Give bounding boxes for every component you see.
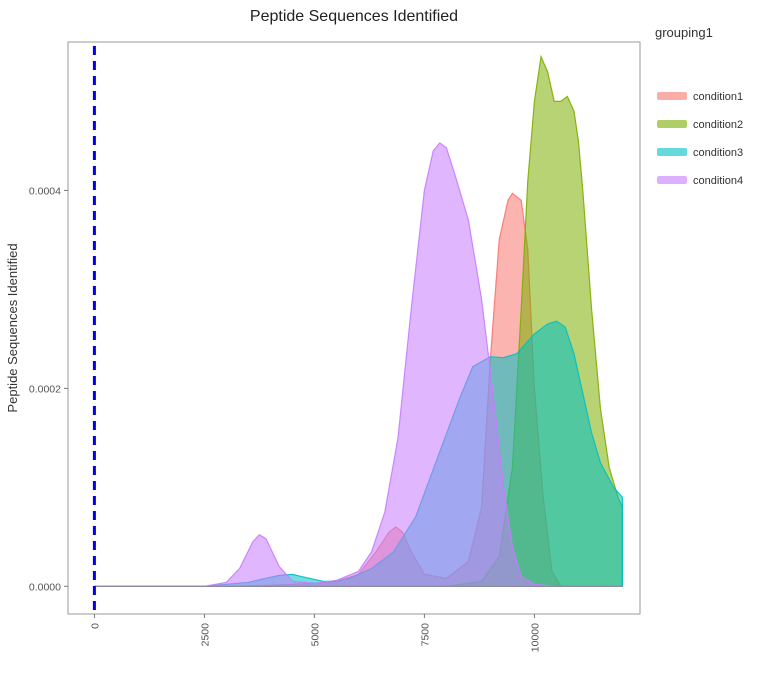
x-tick-label: 10000 — [529, 623, 541, 652]
legend-swatch-condition4 — [657, 176, 687, 184]
density-area-condition4 — [94, 142, 623, 587]
plot-area — [92, 46, 623, 614]
x-tick-label: 7500 — [419, 623, 431, 647]
legend-swatch-condition2 — [657, 120, 687, 128]
legend: grouping1 condition1 condition2 condition3… — [655, 25, 743, 187]
legend-label-condition4: condition4 — [693, 175, 743, 187]
chart-title: Peptide Sequences Identified — [250, 8, 458, 25]
legend-swatch-condition1 — [657, 92, 687, 100]
legend-title: grouping1 — [655, 25, 713, 40]
y-tick-label: 0.0000 — [29, 581, 61, 593]
y-axis-label: Peptide Sequences Identified — [5, 243, 20, 412]
x-tick-label: 0 — [89, 623, 101, 629]
legend-label-condition2: condition2 — [693, 119, 743, 131]
y-tick-label: 0.0002 — [29, 383, 61, 395]
legend-label-condition1: condition1 — [693, 91, 743, 103]
x-tick-label: 2500 — [199, 623, 211, 647]
y-tick-label: 0.0004 — [29, 185, 61, 197]
legend-label-condition3: condition3 — [693, 147, 743, 159]
axes-layer: 0.0000 0.0002 0.0004 0 2500 5000 7500 10000 — [29, 185, 542, 652]
legend-items: condition1 condition2 condition3 condition4 — [657, 91, 743, 187]
legend-swatch-condition3 — [657, 148, 687, 156]
x-tick-label: 5000 — [309, 623, 321, 647]
